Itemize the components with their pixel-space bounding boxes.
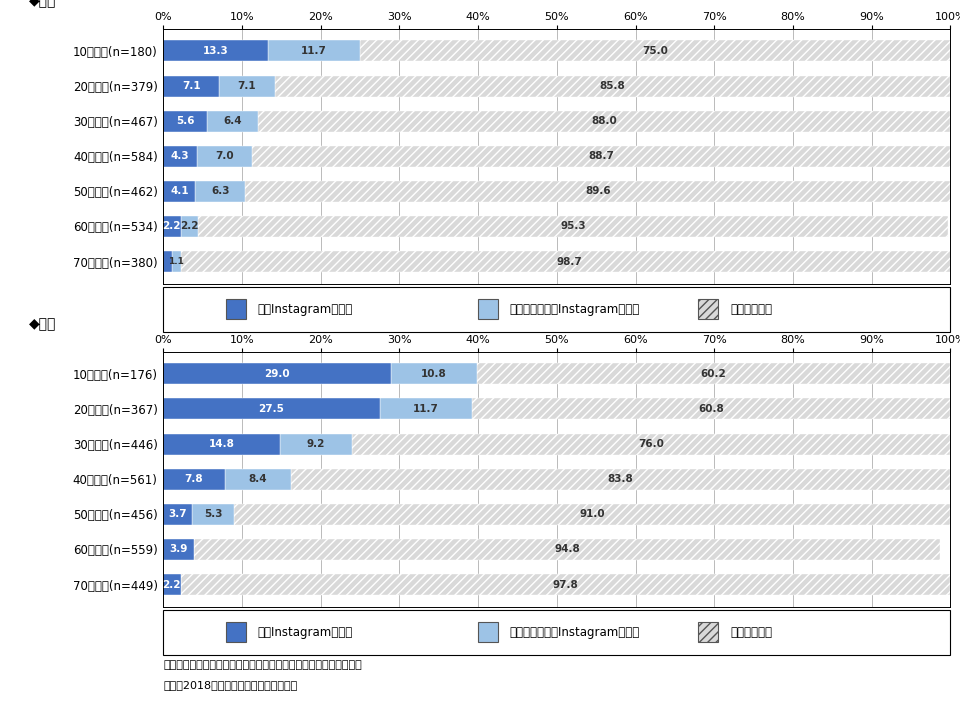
Text: 88.0: 88.0	[591, 116, 617, 126]
Bar	[227, 299, 246, 320]
Bar	[180, 251, 957, 272]
Text: 8.4: 8.4	[249, 474, 267, 484]
Text: 毎日Instagramを利用: 毎日Instagramを利用	[257, 302, 353, 315]
Bar	[192, 504, 234, 525]
Bar	[227, 622, 246, 642]
Text: 91.0: 91.0	[580, 509, 605, 519]
Text: 94.8: 94.8	[554, 544, 580, 554]
FancyBboxPatch shape	[163, 287, 950, 332]
Text: 14.8: 14.8	[208, 439, 234, 449]
Bar	[197, 145, 252, 167]
Text: 89.6: 89.6	[585, 186, 611, 197]
Bar	[257, 111, 950, 132]
Text: 97.8: 97.8	[553, 580, 578, 590]
Text: 毎日Instagramを利用: 毎日Instagramを利用	[257, 626, 353, 639]
Text: 3.9: 3.9	[169, 544, 188, 554]
Text: 98.7: 98.7	[556, 256, 582, 266]
Bar	[275, 76, 950, 96]
Bar	[380, 398, 471, 420]
Text: 7.8: 7.8	[184, 474, 204, 484]
Bar	[478, 622, 498, 642]
Text: 1.1: 1.1	[168, 257, 184, 266]
Bar	[245, 181, 950, 202]
Bar	[163, 216, 180, 237]
Bar	[198, 216, 948, 237]
Text: 7.1: 7.1	[181, 81, 201, 91]
Text: 注：「使っていない」はスマホ･ケータイ未所有者も含めて集計。: 注：「使っていない」はスマホ･ケータイ未所有者も含めて集計。	[163, 660, 362, 670]
Bar	[471, 398, 950, 420]
Bar	[163, 504, 192, 525]
Bar	[163, 364, 392, 384]
Text: 5.3: 5.3	[204, 509, 223, 519]
Bar	[163, 469, 225, 490]
Bar	[234, 504, 950, 525]
Text: 4.1: 4.1	[170, 186, 189, 197]
Bar	[163, 539, 194, 560]
Bar	[252, 145, 950, 167]
Text: 85.8: 85.8	[600, 81, 626, 91]
Text: 2.2: 2.2	[180, 222, 199, 232]
Bar	[196, 181, 245, 202]
Bar	[163, 251, 172, 272]
Bar	[172, 251, 180, 272]
Text: 7.0: 7.0	[215, 151, 234, 161]
Bar	[163, 40, 268, 61]
Text: 7.1: 7.1	[238, 81, 256, 91]
Bar	[163, 181, 196, 202]
Text: 2.2: 2.2	[162, 222, 181, 232]
Bar	[180, 574, 950, 595]
Bar	[291, 469, 950, 490]
Bar	[219, 76, 275, 96]
Bar	[163, 76, 219, 96]
Text: 27.5: 27.5	[258, 404, 284, 414]
Bar	[207, 111, 257, 132]
Bar	[699, 622, 718, 642]
Bar	[163, 111, 207, 132]
Text: 5.6: 5.6	[176, 116, 195, 126]
Bar	[352, 433, 950, 454]
Bar	[392, 364, 476, 384]
Bar	[279, 433, 352, 454]
Bar	[478, 299, 498, 320]
Bar	[225, 469, 291, 490]
Text: 88.7: 88.7	[588, 151, 614, 161]
Bar	[180, 216, 198, 237]
Text: ◆男性: ◆男性	[30, 0, 57, 9]
Text: 4.3: 4.3	[171, 151, 189, 161]
Bar	[360, 40, 950, 61]
Text: ◆女性: ◆女性	[30, 318, 57, 331]
Text: 75.0: 75.0	[642, 46, 668, 56]
Text: 95.3: 95.3	[560, 222, 586, 232]
Text: 毎日ではないがInstagramを利用: 毎日ではないがInstagramを利用	[510, 302, 639, 315]
Text: 11.7: 11.7	[301, 46, 327, 56]
Text: 29.0: 29.0	[265, 369, 290, 379]
Bar	[163, 574, 180, 595]
Text: 10.8: 10.8	[421, 369, 446, 379]
Text: 6.4: 6.4	[223, 116, 242, 126]
Bar	[163, 145, 197, 167]
Text: 60.2: 60.2	[701, 369, 727, 379]
Text: 9.2: 9.2	[307, 439, 325, 449]
Text: 83.8: 83.8	[608, 474, 634, 484]
Text: 76.0: 76.0	[638, 439, 664, 449]
Text: 2.2: 2.2	[162, 580, 181, 590]
Text: 出所：2018年一般向けモバイル動向調査: 出所：2018年一般向けモバイル動向調査	[163, 680, 298, 690]
Text: 3.7: 3.7	[168, 509, 187, 519]
Bar	[163, 433, 279, 454]
Bar	[699, 299, 718, 320]
Bar	[163, 398, 380, 420]
FancyBboxPatch shape	[163, 610, 950, 655]
Bar	[476, 364, 950, 384]
Text: 60.8: 60.8	[698, 404, 724, 414]
Text: 使っていない: 使っていない	[730, 302, 772, 315]
Bar	[268, 40, 360, 61]
Text: 6.3: 6.3	[211, 186, 229, 197]
Text: 毎日ではないがInstagramを利用: 毎日ではないがInstagramを利用	[510, 626, 639, 639]
Text: 13.3: 13.3	[203, 46, 228, 56]
Text: 11.7: 11.7	[413, 404, 439, 414]
Text: 使っていない: 使っていない	[730, 626, 772, 639]
Bar	[194, 539, 940, 560]
